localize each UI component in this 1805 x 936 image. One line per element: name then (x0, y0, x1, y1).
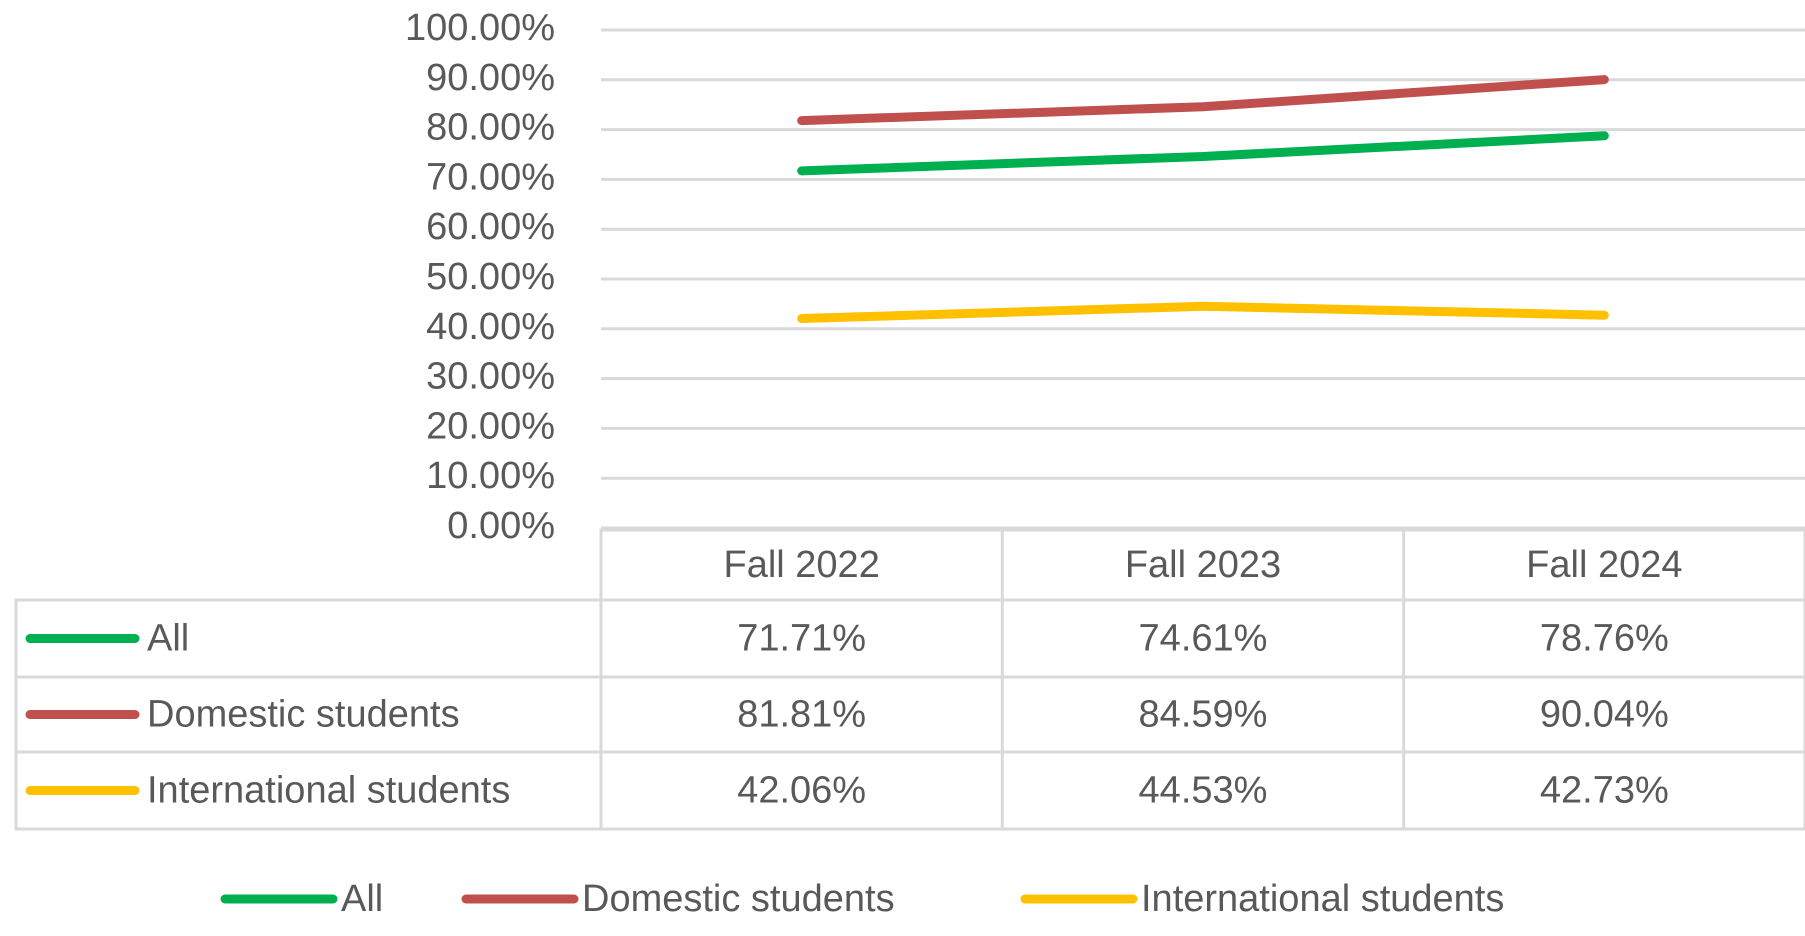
legend-label: Domestic students (582, 878, 895, 920)
y-tick-label: 0.00% (447, 505, 555, 547)
table-row-border (14, 750, 1805, 831)
legend-label: International students (1141, 878, 1504, 920)
table-value: 42.73% (1540, 770, 1669, 812)
y-tick-label: 80.00% (426, 107, 555, 149)
x-tick-label: Fall 2023 (1125, 544, 1281, 586)
y-tick-label: 10.00% (426, 455, 555, 497)
series-line (797, 301, 1609, 324)
table-value: 71.71% (737, 618, 866, 660)
y-tick-label: 60.00% (426, 206, 555, 248)
x-tick-label: Fall 2022 (724, 544, 880, 586)
series-line (797, 131, 1609, 176)
table-value: 84.59% (1139, 694, 1268, 736)
table-value: 78.76% (1540, 618, 1669, 660)
table-series-name: All (147, 618, 189, 660)
table-row-border (14, 598, 1805, 679)
table-value: 74.61% (1139, 618, 1268, 660)
table-value: 44.53% (1139, 770, 1268, 812)
y-tick-label: 90.00% (426, 57, 555, 99)
table-value: 42.06% (737, 770, 866, 812)
y-tick-label: 70.00% (426, 156, 555, 198)
series-line (797, 75, 1609, 126)
table-value: 90.04% (1540, 694, 1669, 736)
y-tick-label: 30.00% (426, 356, 555, 398)
y-tick-label: 40.00% (426, 306, 555, 348)
table-value: 81.81% (737, 694, 866, 736)
table-series-name: International students (147, 770, 510, 812)
legend-label: All (341, 878, 383, 920)
y-tick-label: 100.00% (405, 7, 555, 49)
y-tick-label: 50.00% (426, 256, 555, 298)
x-tick-label: Fall 2024 (1526, 544, 1682, 586)
y-tick-label: 20.00% (426, 405, 555, 447)
table-series-name: Domestic students (147, 694, 460, 736)
